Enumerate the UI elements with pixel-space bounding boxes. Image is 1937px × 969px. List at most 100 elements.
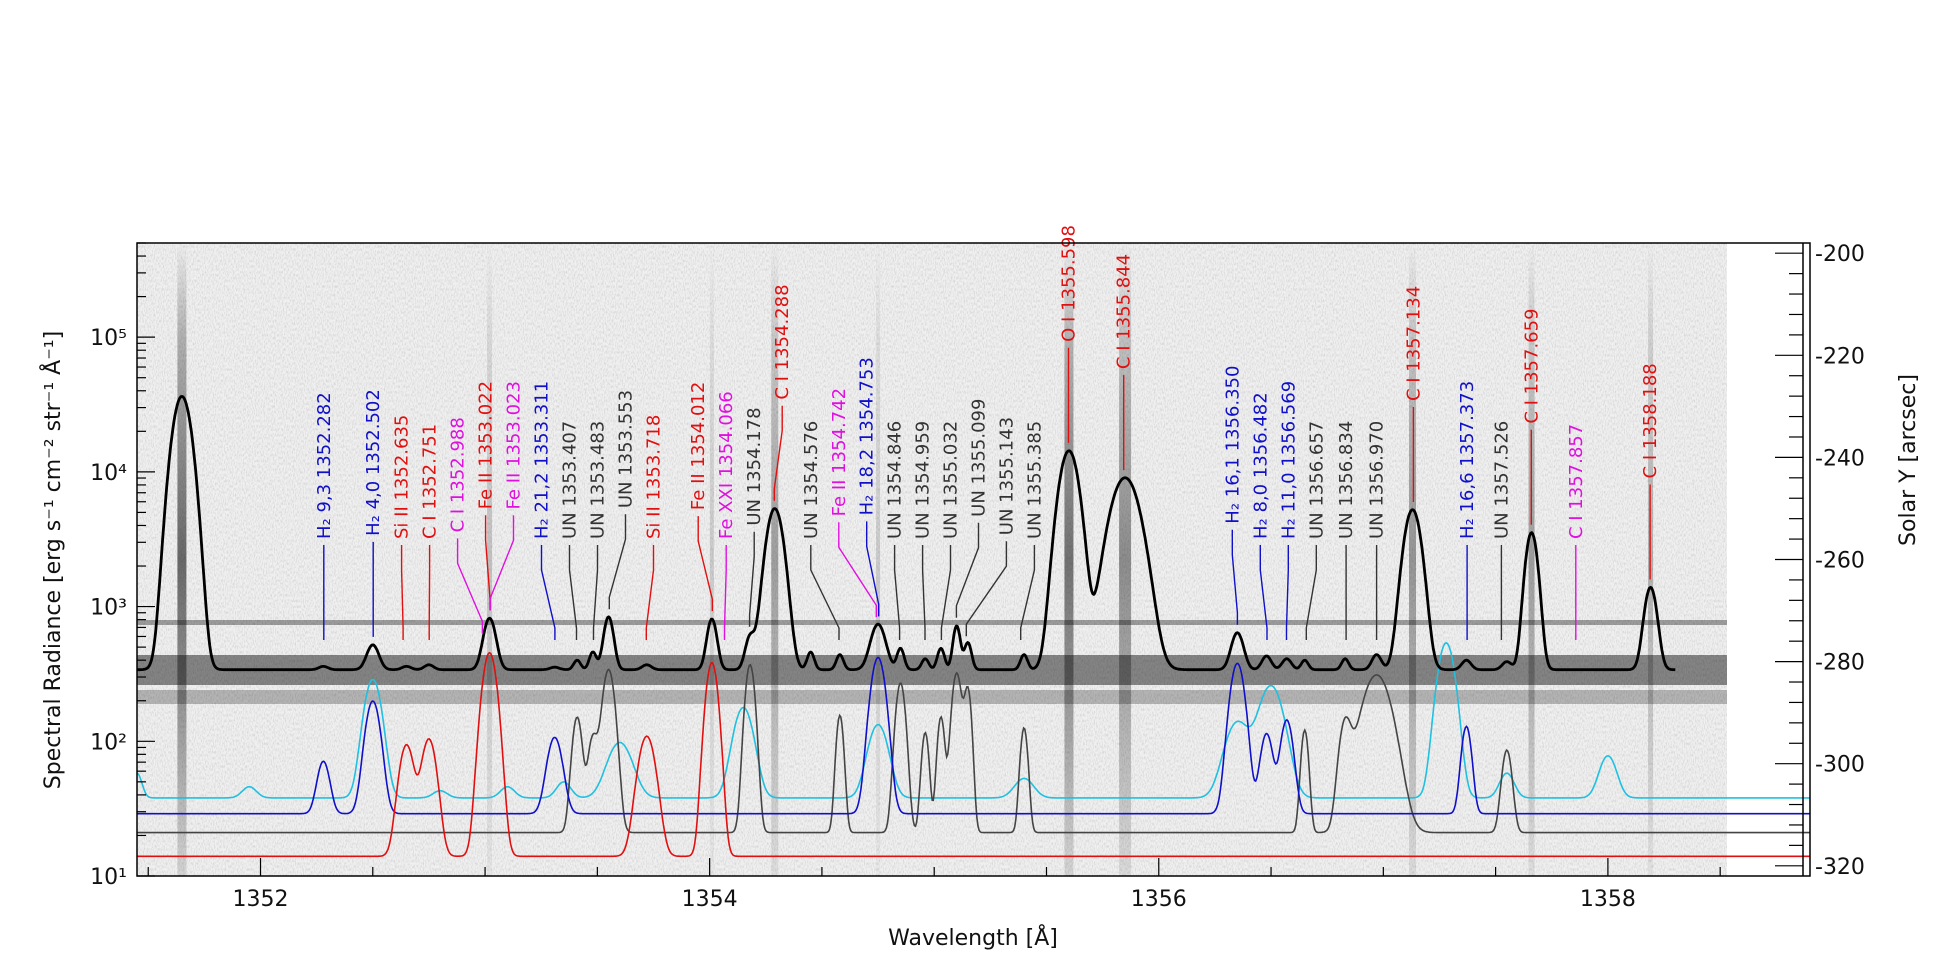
y2-tick-label: -280 bbox=[1815, 651, 1865, 676]
line-label: H₂ 11,0 1356.569 bbox=[1278, 381, 1299, 539]
y2-tick-label: -220 bbox=[1815, 344, 1865, 369]
x-tick-label: 1354 bbox=[682, 887, 738, 912]
line-marker bbox=[1231, 529, 1239, 625]
spectrogram-streak bbox=[1409, 243, 1417, 876]
line-marker bbox=[965, 541, 1008, 637]
line-marker bbox=[540, 545, 556, 640]
spectrogram-streak bbox=[1528, 243, 1535, 876]
y2-tick-label: -320 bbox=[1815, 855, 1865, 880]
spectrogram-streak bbox=[709, 243, 714, 876]
y-tick-label: 10² bbox=[90, 730, 127, 755]
line-label: UN 1355.143 bbox=[996, 417, 1017, 535]
y-tick-label: 10¹ bbox=[90, 865, 127, 890]
y2-tick-label: -240 bbox=[1815, 446, 1865, 471]
y2-tick-label: -200 bbox=[1815, 242, 1865, 267]
x-axis-title: Wavelength [Å] bbox=[888, 924, 1058, 951]
line-marker bbox=[940, 545, 952, 640]
line-marker bbox=[1285, 545, 1289, 640]
spectrogram-streak bbox=[177, 243, 187, 876]
fe-model-line bbox=[137, 642, 1810, 799]
line-label: UN 1354.959 bbox=[913, 421, 934, 539]
line-label: H₂ 8,0 1356.482 bbox=[1250, 392, 1271, 539]
line-marker bbox=[810, 545, 840, 640]
y-tick-label: 10⁴ bbox=[90, 461, 127, 486]
line-label: UN 1354.846 bbox=[885, 421, 906, 539]
observed-spectrum-line bbox=[137, 395, 1676, 672]
un-model-line bbox=[137, 663, 1810, 834]
line-label: Si II 1353.718 bbox=[643, 415, 664, 539]
line-label: Si II 1352.635 bbox=[392, 415, 413, 539]
y2-axis-title: Solar Y [arcsec] bbox=[1896, 374, 1921, 546]
line-marker bbox=[866, 521, 880, 617]
line-marker bbox=[838, 522, 877, 618]
line-label: H₂ 21,2 1353.311 bbox=[532, 381, 553, 539]
line-marker bbox=[645, 545, 655, 640]
line-label: C I 1358.188 bbox=[1640, 363, 1661, 478]
spectrogram-band bbox=[137, 655, 1727, 685]
line-marker bbox=[1305, 545, 1317, 640]
line-label: UN 1353.483 bbox=[587, 421, 608, 539]
line-label: H₂ 16,6 1357.373 bbox=[1457, 381, 1478, 539]
line-label: C I 1357.134 bbox=[1403, 286, 1424, 401]
observed-spectrum bbox=[137, 395, 1676, 672]
line-label: Fe II 1353.022 bbox=[476, 381, 497, 509]
line-label: UN 1354.178 bbox=[744, 407, 765, 525]
line-label: H₂ 16,1 1356.350 bbox=[1222, 366, 1243, 524]
spectrogram-noise bbox=[137, 243, 1727, 876]
x-tick-label: 1358 bbox=[1580, 887, 1636, 912]
line-label: C I 1357.857 bbox=[1566, 424, 1587, 539]
line-label: UN 1355.099 bbox=[968, 399, 989, 517]
line-marker bbox=[592, 545, 599, 640]
spectrogram-streak bbox=[876, 243, 881, 876]
line-label: H₂ 18,2 1354.753 bbox=[857, 357, 878, 515]
line-marker bbox=[608, 514, 627, 610]
line-label: C I 1354.288 bbox=[772, 284, 793, 399]
y-axis-title: Spectral Radiance [erg s⁻¹ cm⁻² str⁻¹ Å⁻… bbox=[39, 331, 66, 789]
line-marker bbox=[723, 545, 727, 640]
line-marker bbox=[1020, 545, 1036, 640]
line-label: C I 1357.659 bbox=[1521, 308, 1542, 423]
spectrogram-background bbox=[137, 243, 1810, 876]
line-label: C I 1352.988 bbox=[448, 417, 469, 532]
model-spectra bbox=[137, 642, 1810, 858]
y-tick-label: 10³ bbox=[90, 596, 127, 621]
line-marker bbox=[568, 545, 578, 640]
y-tick-label: 10⁵ bbox=[90, 326, 127, 351]
line-marker bbox=[400, 545, 404, 640]
line-label: UN 1355.385 bbox=[1024, 421, 1045, 539]
line-label: O I 1355.598 bbox=[1058, 225, 1079, 342]
spectrogram-band bbox=[137, 690, 1727, 704]
line-marker bbox=[748, 531, 755, 627]
ci-model-line bbox=[137, 651, 1810, 858]
line-label: UN 1353.407 bbox=[560, 421, 581, 539]
line-marker bbox=[955, 522, 980, 618]
line-label: UN 1353.553 bbox=[615, 390, 636, 508]
x-tick-label: 1352 bbox=[233, 887, 289, 912]
line-label: UN 1356.970 bbox=[1367, 421, 1388, 539]
line-marker bbox=[773, 405, 783, 501]
y2-tick-label: -260 bbox=[1815, 549, 1865, 574]
line-label: C I 1355.844 bbox=[1114, 254, 1135, 369]
line-marker bbox=[697, 516, 713, 612]
spectrogram-streak bbox=[771, 243, 779, 876]
line-label: UN 1356.657 bbox=[1306, 421, 1327, 539]
line-marker bbox=[893, 545, 901, 640]
line-marker bbox=[489, 515, 515, 611]
line-label: Fe II 1354.012 bbox=[688, 382, 709, 510]
line-label: C I 1352.751 bbox=[420, 424, 441, 539]
line-label: UN 1357.526 bbox=[1491, 421, 1512, 539]
spectrogram-streak bbox=[1119, 243, 1132, 876]
line-label: UN 1356.834 bbox=[1336, 421, 1357, 539]
line-identification-markers: H₂ 9,3 1352.282 H₂ 4,0 1352.502 Si II 1352… bbox=[314, 225, 1661, 640]
line-label: Fe II 1354.742 bbox=[829, 388, 850, 516]
line-label: Fe II 1353.023 bbox=[504, 381, 525, 509]
spectrogram-streak bbox=[487, 243, 493, 876]
line-label: H₂ 9,3 1352.282 bbox=[314, 392, 335, 539]
line-marker bbox=[921, 545, 926, 640]
line-label: UN 1354.576 bbox=[801, 421, 822, 539]
plot-axes: 1352 1354 1356 1358 10¹ 10² 10³ 10⁴ 10⁵ -200 -220 -… bbox=[90, 242, 1865, 912]
x-tick-label: 1356 bbox=[1131, 887, 1187, 912]
y2-tick-label: -300 bbox=[1815, 753, 1865, 778]
plot-frame bbox=[136, 242, 1811, 877]
